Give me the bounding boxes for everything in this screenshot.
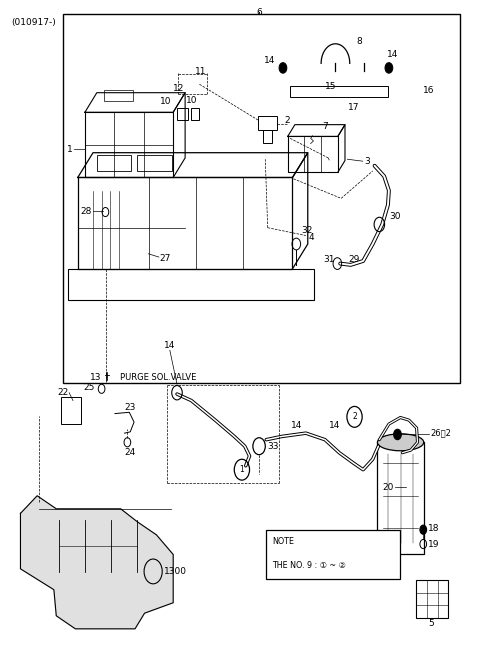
Ellipse shape: [377, 434, 424, 451]
Text: 14: 14: [329, 421, 340, 430]
Text: 17: 17: [348, 103, 360, 111]
Text: PURGE SOL.VALVE: PURGE SOL.VALVE: [120, 373, 196, 382]
Bar: [266, 530, 400, 578]
Text: 32: 32: [301, 227, 312, 235]
Bar: [290, 86, 388, 97]
Bar: [104, 90, 132, 100]
Bar: [258, 115, 277, 130]
Text: 14: 14: [264, 56, 275, 65]
Text: 27: 27: [160, 254, 171, 263]
Bar: [68, 269, 314, 300]
Text: 3: 3: [364, 157, 370, 166]
Text: 6: 6: [256, 8, 262, 17]
Text: 16: 16: [423, 86, 434, 95]
Text: 13: 13: [90, 373, 102, 382]
Bar: [416, 580, 448, 618]
Circle shape: [420, 525, 427, 534]
Bar: [377, 442, 424, 555]
Text: 12: 12: [173, 84, 185, 93]
Bar: [78, 178, 292, 269]
Text: 10: 10: [160, 98, 172, 106]
Text: 30: 30: [389, 212, 400, 221]
Text: 11: 11: [195, 67, 206, 76]
Polygon shape: [21, 496, 173, 629]
Text: 20: 20: [382, 483, 394, 492]
Text: 29: 29: [349, 255, 360, 264]
Text: 14: 14: [387, 50, 398, 60]
Text: 4: 4: [308, 233, 314, 242]
Text: 2: 2: [284, 115, 290, 124]
Bar: [177, 108, 189, 120]
Text: 5: 5: [428, 619, 434, 628]
Text: 10: 10: [186, 96, 197, 105]
Text: 24: 24: [125, 448, 136, 457]
Text: 1: 1: [240, 465, 244, 474]
Text: 14: 14: [164, 341, 176, 350]
Text: 22: 22: [57, 388, 68, 397]
Text: 1: 1: [67, 145, 73, 154]
Text: 28: 28: [81, 207, 92, 216]
Text: 33: 33: [268, 441, 279, 451]
Text: 18: 18: [428, 524, 439, 533]
Text: THE NO. 9 : ① ~ ②: THE NO. 9 : ① ~ ②: [272, 561, 346, 570]
Text: NOTE: NOTE: [272, 537, 294, 546]
Text: 7: 7: [322, 122, 328, 131]
Bar: [85, 112, 173, 178]
Text: 1300: 1300: [164, 567, 187, 576]
Text: 14: 14: [290, 421, 302, 430]
Text: (010917-): (010917-): [11, 18, 56, 27]
Text: 19: 19: [428, 540, 439, 548]
Bar: [191, 108, 199, 120]
Bar: [97, 155, 131, 171]
Text: 31: 31: [323, 255, 335, 264]
Bar: [63, 14, 459, 383]
Circle shape: [279, 63, 287, 73]
Text: 2: 2: [352, 413, 357, 421]
Circle shape: [385, 63, 393, 73]
Circle shape: [394, 429, 401, 440]
Text: 8: 8: [357, 37, 362, 47]
Text: 25: 25: [83, 383, 95, 392]
Text: 26␱2: 26␱2: [430, 428, 451, 438]
Bar: [288, 136, 338, 172]
Bar: [263, 130, 273, 143]
Text: 15: 15: [325, 82, 336, 90]
Bar: [61, 397, 81, 424]
Text: 23: 23: [124, 403, 136, 411]
Bar: [137, 155, 172, 171]
